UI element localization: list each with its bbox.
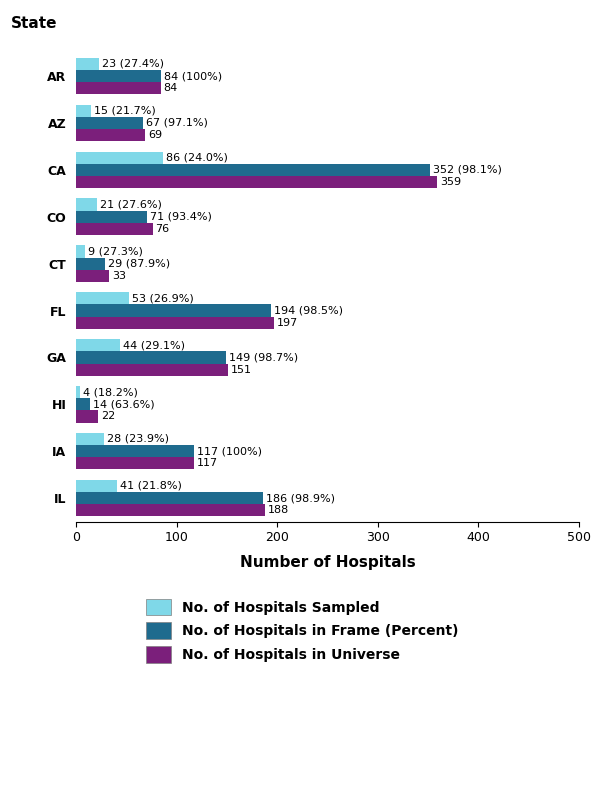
Text: 15 (21.7%): 15 (21.7%) (94, 106, 156, 116)
Text: 67 (97.1%): 67 (97.1%) (147, 118, 208, 128)
Bar (76, 504, 265, 516)
Bar (76, 305, 271, 317)
Text: 69: 69 (148, 130, 162, 140)
Text: 117: 117 (197, 458, 218, 469)
Text: 197: 197 (277, 318, 299, 328)
Text: 44 (29.1%): 44 (29.1%) (124, 340, 185, 350)
Bar (76, 317, 275, 329)
Text: 22: 22 (101, 411, 116, 422)
Text: 23 (27.4%): 23 (27.4%) (102, 59, 164, 69)
Text: 9 (27.3%): 9 (27.3%) (88, 246, 143, 256)
Text: 149 (98.7%): 149 (98.7%) (229, 352, 298, 363)
Bar (76, 176, 437, 188)
Text: 359: 359 (440, 177, 461, 187)
Text: 84 (100%): 84 (100%) (164, 71, 222, 81)
Bar (76, 246, 85, 258)
Bar (76, 364, 228, 376)
Text: 33: 33 (112, 271, 126, 281)
Bar (76, 270, 109, 282)
Text: 352 (98.1%): 352 (98.1%) (433, 165, 502, 175)
Text: 151: 151 (231, 364, 252, 375)
Bar (76, 386, 80, 398)
Bar (76, 82, 161, 95)
Bar (76, 410, 98, 423)
Text: 28 (23.9%): 28 (23.9%) (107, 434, 169, 444)
Bar (76, 351, 226, 364)
Text: 4 (18.2%): 4 (18.2%) (83, 387, 138, 397)
Bar (76, 398, 90, 410)
Bar (76, 339, 121, 351)
Bar (76, 117, 144, 129)
X-axis label: Number of Hospitals: Number of Hospitals (239, 555, 415, 570)
Text: 29 (87.9%): 29 (87.9%) (108, 259, 170, 268)
Bar (76, 457, 194, 469)
Bar (76, 164, 430, 176)
Bar (76, 292, 129, 305)
Text: 117 (100%): 117 (100%) (197, 446, 262, 457)
Bar (76, 58, 99, 70)
Text: 53 (26.9%): 53 (26.9%) (132, 293, 194, 303)
Bar (76, 129, 145, 141)
Text: 41 (21.8%): 41 (21.8%) (121, 481, 182, 491)
Text: 194 (98.5%): 194 (98.5%) (275, 305, 343, 315)
Bar (76, 152, 162, 164)
Bar (76, 199, 97, 211)
Text: 14 (63.6%): 14 (63.6%) (93, 399, 155, 410)
Bar (76, 258, 105, 270)
Text: 188: 188 (268, 505, 290, 516)
Bar (76, 433, 104, 445)
Text: 186 (98.9%): 186 (98.9%) (266, 493, 335, 503)
Bar (76, 211, 147, 223)
Text: 21 (27.6%): 21 (27.6%) (100, 200, 162, 209)
Bar (76, 480, 118, 492)
Text: 84: 84 (164, 83, 178, 93)
Bar (76, 223, 153, 235)
Bar (76, 70, 161, 82)
Text: 86 (24.0%): 86 (24.0%) (165, 153, 227, 162)
Legend: No. of Hospitals Sampled, No. of Hospitals in Frame (Percent), No. of Hospitals : No. of Hospitals Sampled, No. of Hospita… (139, 591, 465, 670)
Text: 76: 76 (156, 224, 170, 234)
Bar (76, 105, 91, 117)
Bar (76, 445, 194, 457)
Text: 71 (93.4%): 71 (93.4%) (150, 212, 212, 221)
Text: State: State (11, 16, 57, 32)
Bar (76, 492, 263, 504)
